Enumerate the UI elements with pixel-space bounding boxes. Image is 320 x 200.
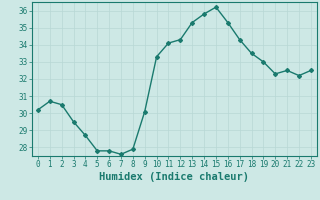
X-axis label: Humidex (Indice chaleur): Humidex (Indice chaleur)	[100, 172, 249, 182]
